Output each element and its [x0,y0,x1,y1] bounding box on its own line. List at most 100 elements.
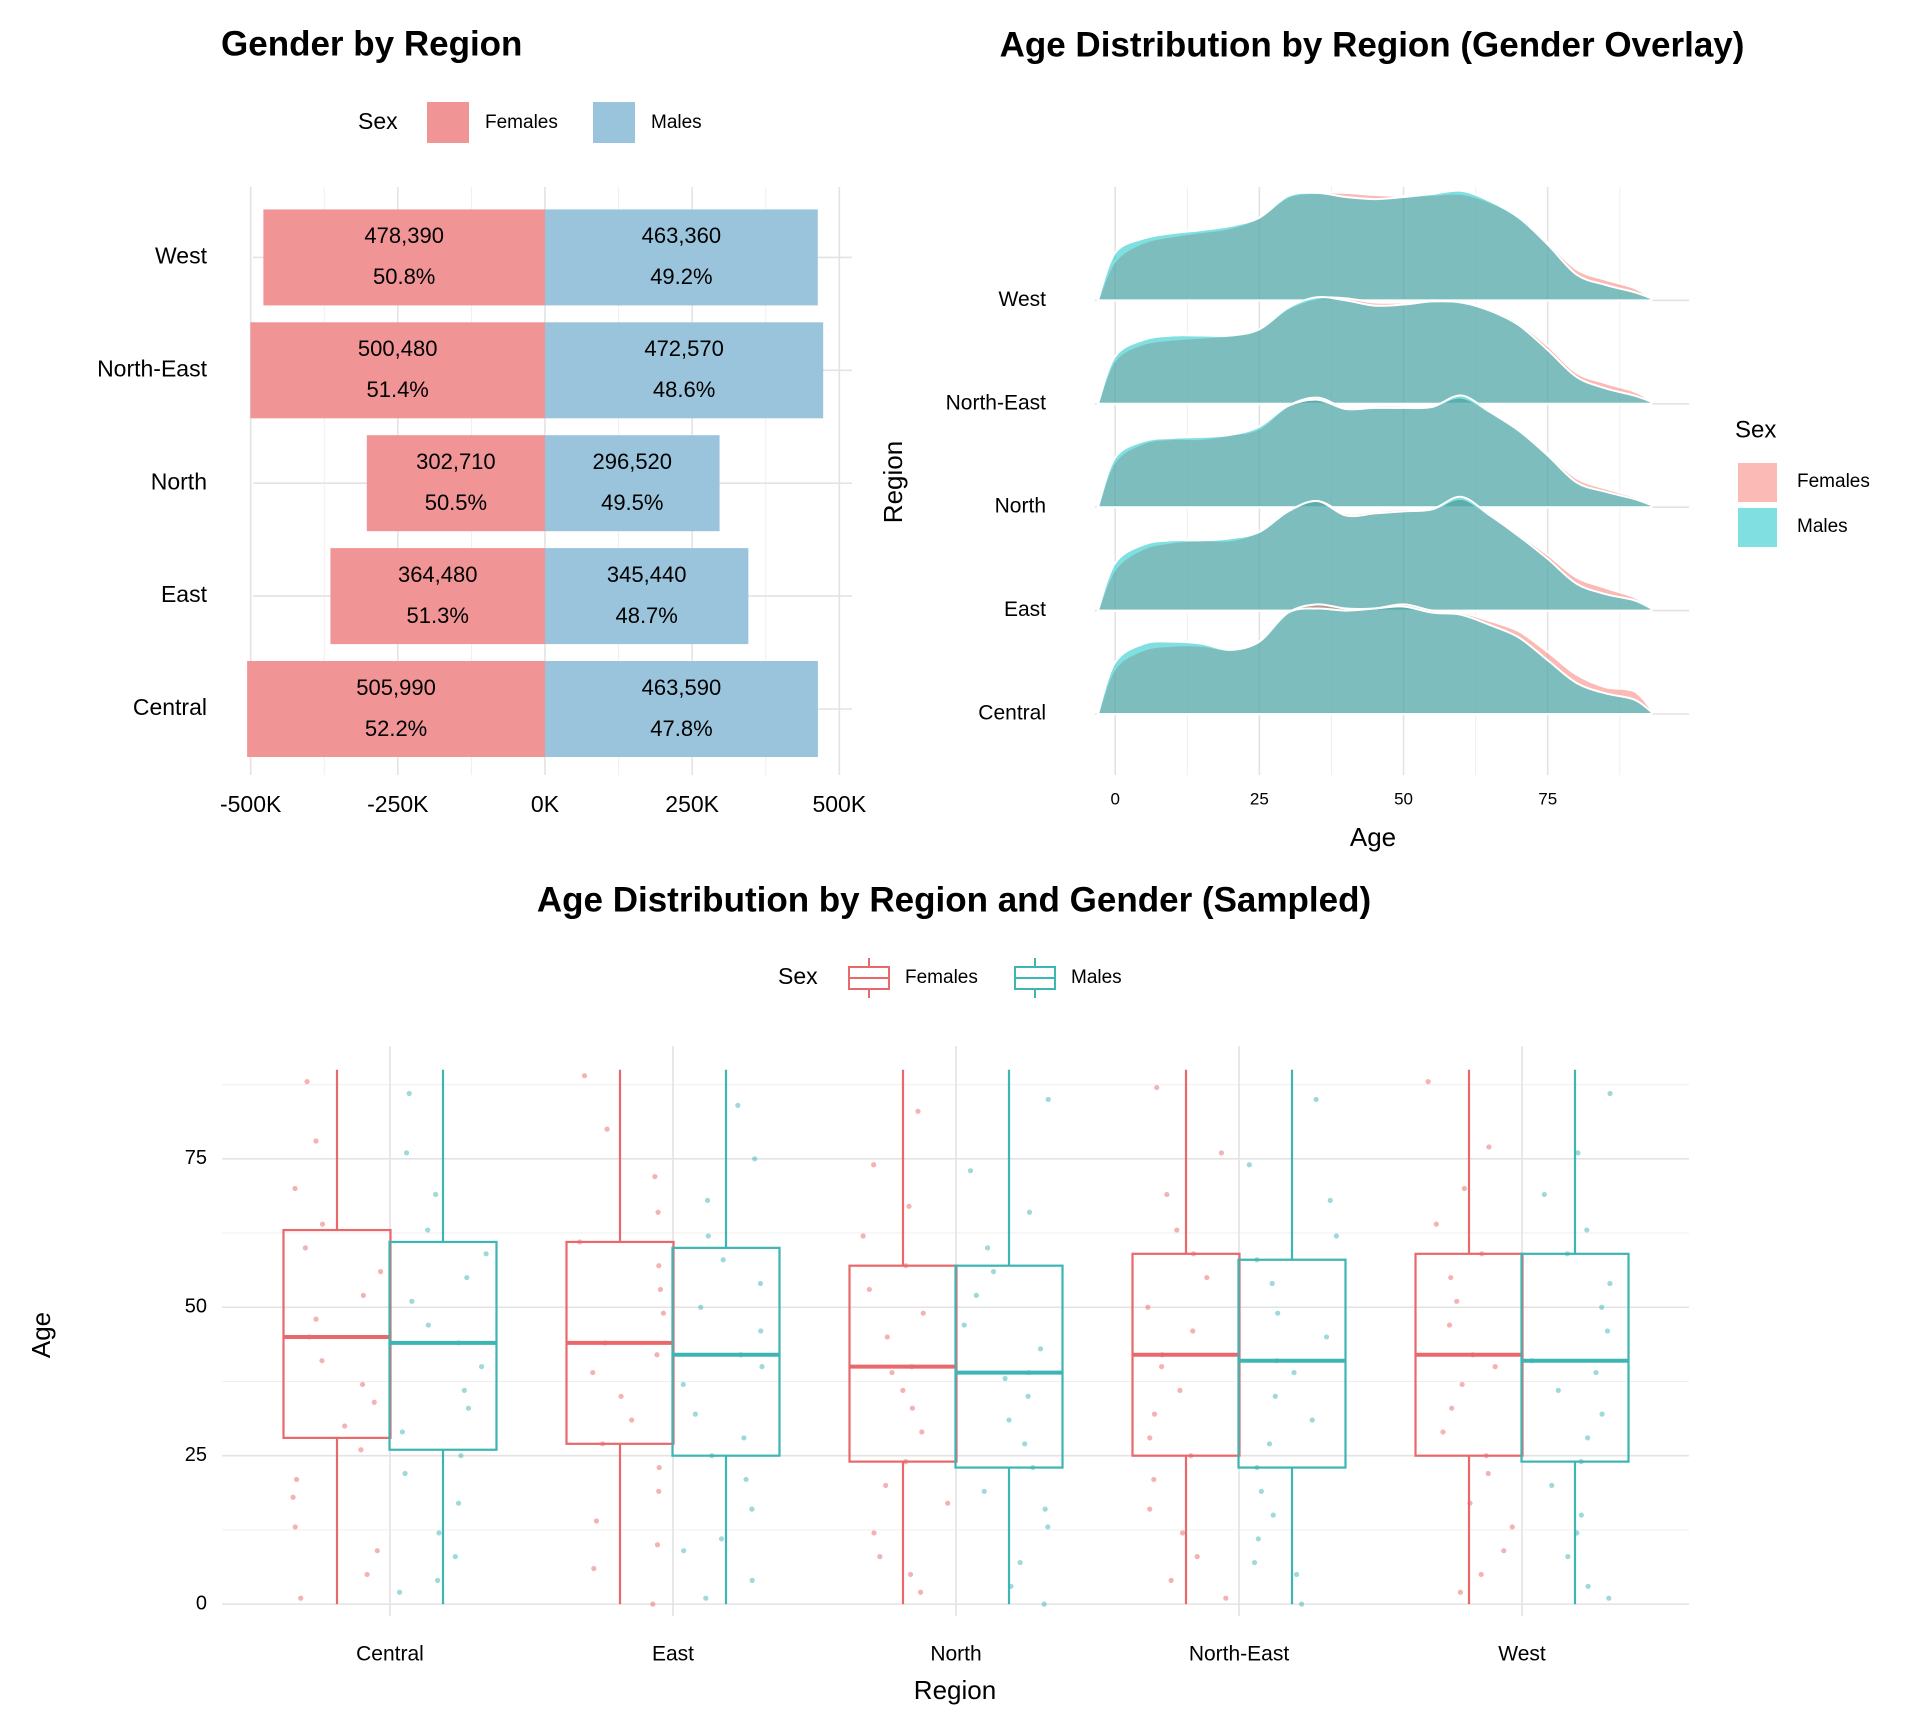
data-point [461,1387,467,1393]
density-ridge [1096,296,1653,405]
box [1237,1258,1347,1469]
data-point [1485,1470,1491,1477]
data-point [984,1245,991,1251]
data-point [1190,1328,1196,1334]
data-point [292,1185,298,1192]
data-point [1509,1524,1515,1530]
box [388,1240,498,1451]
y-tick-label: West [999,288,1047,311]
data-point [871,1162,877,1168]
data-point [458,1453,464,1459]
data-point [1461,1185,1467,1192]
data-point [1255,1536,1261,1542]
data-point [1604,1328,1611,1334]
data-point [758,1328,764,1334]
data-point [909,1405,916,1411]
data-point [1177,1387,1183,1393]
y-tick-label: East [161,581,208,607]
data-point [1194,1554,1200,1560]
data-point [1266,1441,1273,1447]
y-axis-title: Age [26,1312,56,1358]
data-point [402,1470,408,1477]
data-point [425,1322,431,1328]
data-point [1555,1387,1561,1393]
data-point [360,1292,366,1298]
value-label: 296,520 [593,449,673,474]
y-tick-label: North [151,468,207,494]
data-point [1218,1150,1225,1156]
data-point [319,1221,326,1227]
data-point [374,1548,380,1554]
data-point [1584,1227,1590,1233]
legend-key [1738,463,1777,502]
data-point [399,1429,405,1435]
data-point [871,1530,877,1536]
bar [545,661,818,757]
data-point [656,1464,662,1471]
data-point [1045,1524,1051,1530]
y-tick-label: 25 [185,1444,207,1466]
value-label: 472,570 [644,336,724,361]
bar [250,322,545,419]
data-point [735,1102,741,1108]
density-ridge [1096,605,1653,715]
data-point [1565,1554,1571,1560]
legend-key [593,102,635,143]
data-point [593,1518,600,1524]
data-point [889,1369,895,1376]
data-point [313,1316,319,1322]
data-point [1045,1096,1051,1103]
data-point [1478,1571,1484,1578]
data-point [1017,1559,1023,1566]
value-label: 463,590 [642,675,722,700]
data-point [1204,1274,1210,1281]
share-label: 52.2% [365,716,427,741]
data-point [1606,1595,1612,1601]
data-point [1291,1369,1297,1376]
data-point [1309,1417,1315,1423]
legend-label: Females [905,967,978,988]
data-point [703,1595,709,1601]
data-point [483,1251,489,1257]
share-label: 50.5% [425,490,487,515]
data-point [1159,1364,1165,1370]
data-point [660,1310,666,1316]
data-point [1151,1476,1157,1483]
data-point [655,1209,661,1215]
data-point [1446,1322,1453,1328]
data-point [1145,1304,1151,1310]
x-tick-label: 50 [1394,789,1413,808]
y-tick-label: North [995,495,1046,518]
data-point [1575,1150,1581,1156]
data-point [1492,1364,1498,1370]
share-label: 48.7% [615,603,677,628]
data-point [1025,1393,1031,1399]
box [671,1246,781,1457]
legend-label: Females [485,112,558,133]
data-point [478,1364,485,1370]
data-point [1440,1429,1446,1435]
bar [545,322,824,419]
y-tick-label: North-East [946,391,1047,414]
data-point [650,1601,656,1607]
legend-title: Sex [1735,416,1776,443]
data-point [757,1280,764,1287]
data-point [313,1138,319,1144]
box [1520,1252,1630,1463]
chart-title: Age Distribution by Region (Gender Overl… [1000,25,1745,64]
legend-title: Sex [778,963,818,989]
data-point [1179,1530,1186,1536]
data-point [298,1595,304,1601]
y-tick-label: North-East [97,355,208,381]
data-point [590,1369,596,1376]
y-tick-label: 0 [196,1592,207,1614]
legend-title: Sex [358,108,398,134]
y-tick-label: 75 [185,1147,207,1169]
data-point [900,1387,906,1393]
x-tick-label: 25 [1250,789,1269,808]
legend-key [1738,508,1777,547]
data-point [656,1488,662,1494]
data-point [377,1269,384,1275]
y-tick-label: Central [133,694,207,720]
